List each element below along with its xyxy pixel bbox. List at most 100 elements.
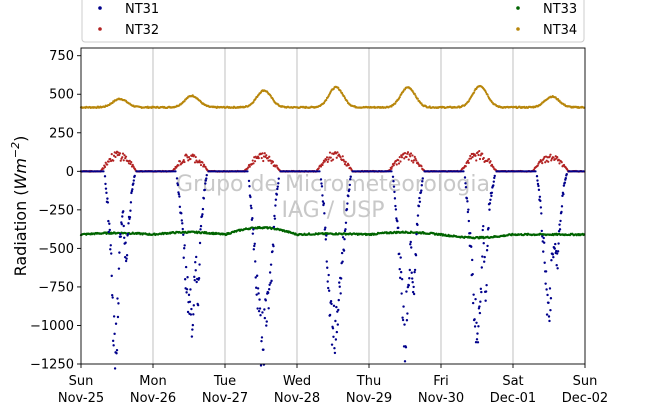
data-point (266, 157, 269, 160)
data-point (555, 252, 559, 255)
data-point (330, 343, 334, 346)
data-point (201, 213, 204, 216)
data-point (476, 151, 479, 154)
data-point (481, 255, 484, 258)
data-point (474, 154, 477, 157)
plot-frame (80, 47, 586, 365)
data-point (410, 246, 413, 249)
data-point (198, 159, 201, 162)
data-point (339, 156, 342, 159)
y-tick-label: −500 (38, 242, 74, 257)
data-point (560, 161, 563, 164)
data-point (398, 95, 401, 99)
data-point (263, 308, 266, 311)
data-point (325, 156, 329, 159)
data-point (551, 253, 555, 256)
data-point (556, 98, 560, 101)
data-point (565, 172, 568, 176)
watermark-line: Grupo de Micrometeorologia (176, 172, 490, 197)
y-tick-label: 250 (49, 126, 74, 141)
x-tick-label-date: Dec-01 (490, 391, 536, 406)
data-point (403, 360, 407, 363)
data-point (186, 276, 189, 279)
data-point (492, 180, 495, 183)
data-point (556, 156, 559, 159)
data-point (472, 91, 476, 94)
data-point (483, 255, 486, 259)
data-point (119, 159, 122, 162)
data-point (544, 270, 548, 273)
data-point (252, 248, 255, 251)
data-point (258, 298, 261, 301)
data-point (540, 160, 543, 163)
data-point (473, 318, 476, 321)
data-point (132, 182, 135, 185)
data-point (201, 207, 205, 211)
data-point (420, 189, 423, 192)
data-point (193, 161, 197, 164)
data-point (476, 332, 479, 335)
data-point (177, 191, 180, 194)
data-point (183, 160, 186, 164)
data-point (258, 307, 262, 310)
data-point (543, 261, 546, 264)
data-point (464, 185, 468, 189)
data-point (416, 214, 420, 217)
data-point (261, 311, 264, 314)
data-point (343, 96, 347, 100)
data-point (132, 179, 135, 182)
data-point (467, 161, 470, 164)
data-point (273, 217, 277, 220)
legend: NT31 NT32 NT33 NT34 (81, 0, 585, 43)
data-point (205, 173, 208, 177)
data-point (330, 302, 333, 306)
y-tick-label: −1000 (30, 319, 74, 334)
data-point (493, 174, 496, 178)
data-point (393, 197, 397, 200)
data-point (186, 310, 190, 314)
data-point (417, 163, 420, 166)
data-point (398, 267, 401, 271)
data-point (325, 260, 328, 263)
data-point (336, 323, 339, 326)
data-point (112, 159, 115, 162)
data-point (190, 307, 193, 311)
data-point (471, 301, 475, 305)
data-point (552, 255, 555, 259)
data-point (204, 179, 207, 182)
data-point (130, 161, 133, 164)
data-point (202, 197, 206, 200)
data-point (120, 222, 124, 226)
data-point (106, 197, 109, 200)
data-point (341, 155, 344, 158)
data-point (248, 185, 251, 188)
data-point (194, 269, 197, 272)
data-point (475, 321, 478, 324)
data-point (334, 338, 338, 341)
data-point (322, 161, 325, 164)
data-point (317, 167, 320, 170)
data-point (122, 224, 125, 228)
data-point (331, 158, 335, 161)
y-axis-label: Radiation (Wm−2) (9, 136, 30, 277)
data-point (123, 255, 127, 259)
data-point (558, 223, 561, 226)
data-point (320, 185, 324, 188)
data-point (479, 300, 482, 303)
data-point (408, 268, 411, 272)
data-point (469, 157, 473, 160)
data-point (193, 278, 196, 282)
data-point (487, 157, 491, 161)
data-point (273, 214, 276, 218)
data-point (191, 323, 195, 327)
data-point (264, 155, 267, 159)
data-point (116, 297, 119, 300)
data-point (199, 228, 202, 231)
data-point (265, 320, 268, 323)
data-point (401, 316, 404, 319)
data-point (102, 167, 105, 170)
data-point (249, 204, 253, 208)
data-point (469, 231, 472, 235)
data-point (333, 347, 336, 350)
y-axis-label-prefix: Radiation ( (11, 189, 30, 276)
